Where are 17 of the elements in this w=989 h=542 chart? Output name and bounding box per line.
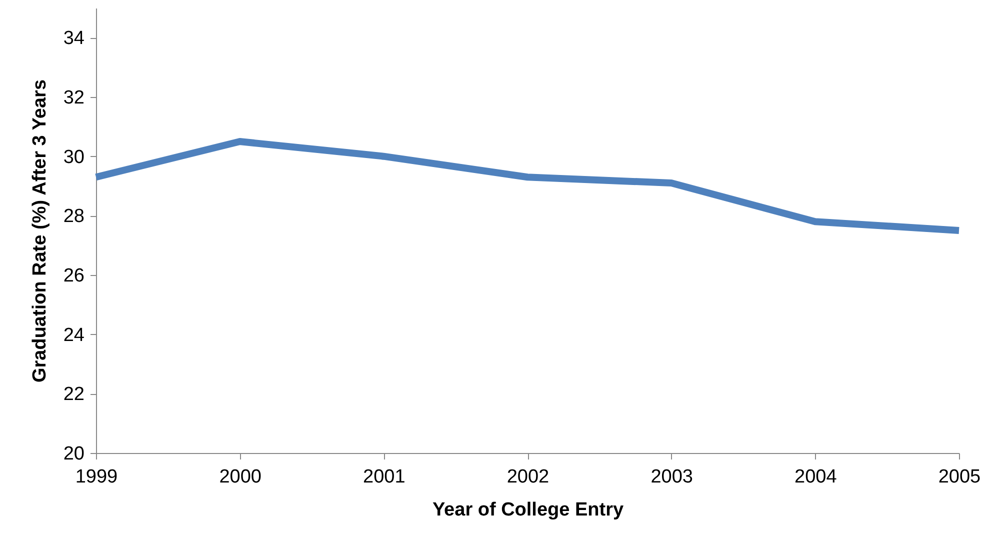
y-tick-label: 30 xyxy=(63,146,84,168)
x-tick-label: 2002 xyxy=(506,466,550,488)
y-axis-title: Graduation Rate (%) After 3 Years xyxy=(29,79,50,383)
x-tick-label: 2000 xyxy=(219,466,262,488)
y-tick-label: 24 xyxy=(63,324,85,346)
x-tick-label: 2004 xyxy=(794,466,838,488)
y-tick-label: 20 xyxy=(63,444,84,464)
x-tick-label: 1999 xyxy=(75,466,118,488)
y-tick-label: 22 xyxy=(63,384,84,406)
y-tick-label: 34 xyxy=(63,28,85,50)
x-tick-label: 2003 xyxy=(650,466,693,488)
x-tick-label: 2005 xyxy=(938,466,981,488)
y-tick-label: 32 xyxy=(63,88,84,108)
y-tick-label: 28 xyxy=(63,206,84,228)
x-axis-title: Year of College Entry xyxy=(432,500,624,520)
x-tick-label: 2001 xyxy=(363,466,406,488)
y-tick-label: 26 xyxy=(63,266,84,286)
